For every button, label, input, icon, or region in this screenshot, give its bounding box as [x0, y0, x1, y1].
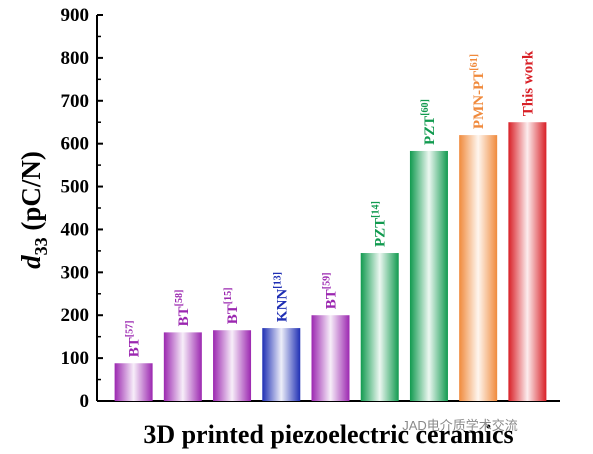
- bar-label: PZT[14]: [371, 201, 389, 247]
- bar-label: PZT[60]: [420, 99, 438, 145]
- bar-labels: BT[57] BT[58] BT[15] KNN[13] BT[59] PZT[14] PZ…: [125, 50, 537, 357]
- bar-label: This work: [520, 50, 536, 116]
- bar: [213, 330, 252, 401]
- bar-label: BT[58]: [174, 290, 192, 327]
- bar: [311, 315, 350, 401]
- bar: [508, 122, 547, 401]
- bar-label: BT[59]: [322, 273, 340, 310]
- y-tick-label: 200: [61, 305, 90, 326]
- bar: [114, 363, 153, 401]
- y-tick-label: 800: [61, 48, 90, 69]
- bars: [114, 122, 547, 402]
- y-tick-label: 100: [61, 348, 90, 369]
- bar: [409, 150, 448, 401]
- watermark: JAD电介质学术交流: [402, 418, 518, 433]
- y-axis-label: d33 (pC/N): [16, 151, 51, 269]
- bar: [360, 253, 399, 401]
- x-axis-title: 3D printed piezoelectric ceramics: [143, 420, 513, 449]
- y-tick-label: 300: [61, 262, 90, 283]
- bar-label: KNN[13]: [272, 272, 290, 322]
- bar-label: BT[57]: [125, 321, 143, 358]
- bar: [163, 332, 202, 401]
- y-ticks: 0 100 200 300 400 500 600 700 800 900: [61, 5, 103, 412]
- bar-label: BT[15]: [223, 288, 241, 325]
- y-tick-label: 900: [61, 5, 90, 26]
- y-tick-label: 400: [61, 219, 90, 240]
- y-tick-label: 0: [80, 391, 90, 412]
- bar: [262, 328, 301, 401]
- y-axis-title: d33 (pC/N): [16, 151, 51, 269]
- y-tick-label: 500: [61, 177, 90, 198]
- bar: [459, 135, 498, 402]
- bar-label: PMN-PT[61]: [469, 54, 487, 129]
- y-tick-label: 700: [61, 91, 90, 112]
- y-tick-label: 600: [61, 134, 90, 155]
